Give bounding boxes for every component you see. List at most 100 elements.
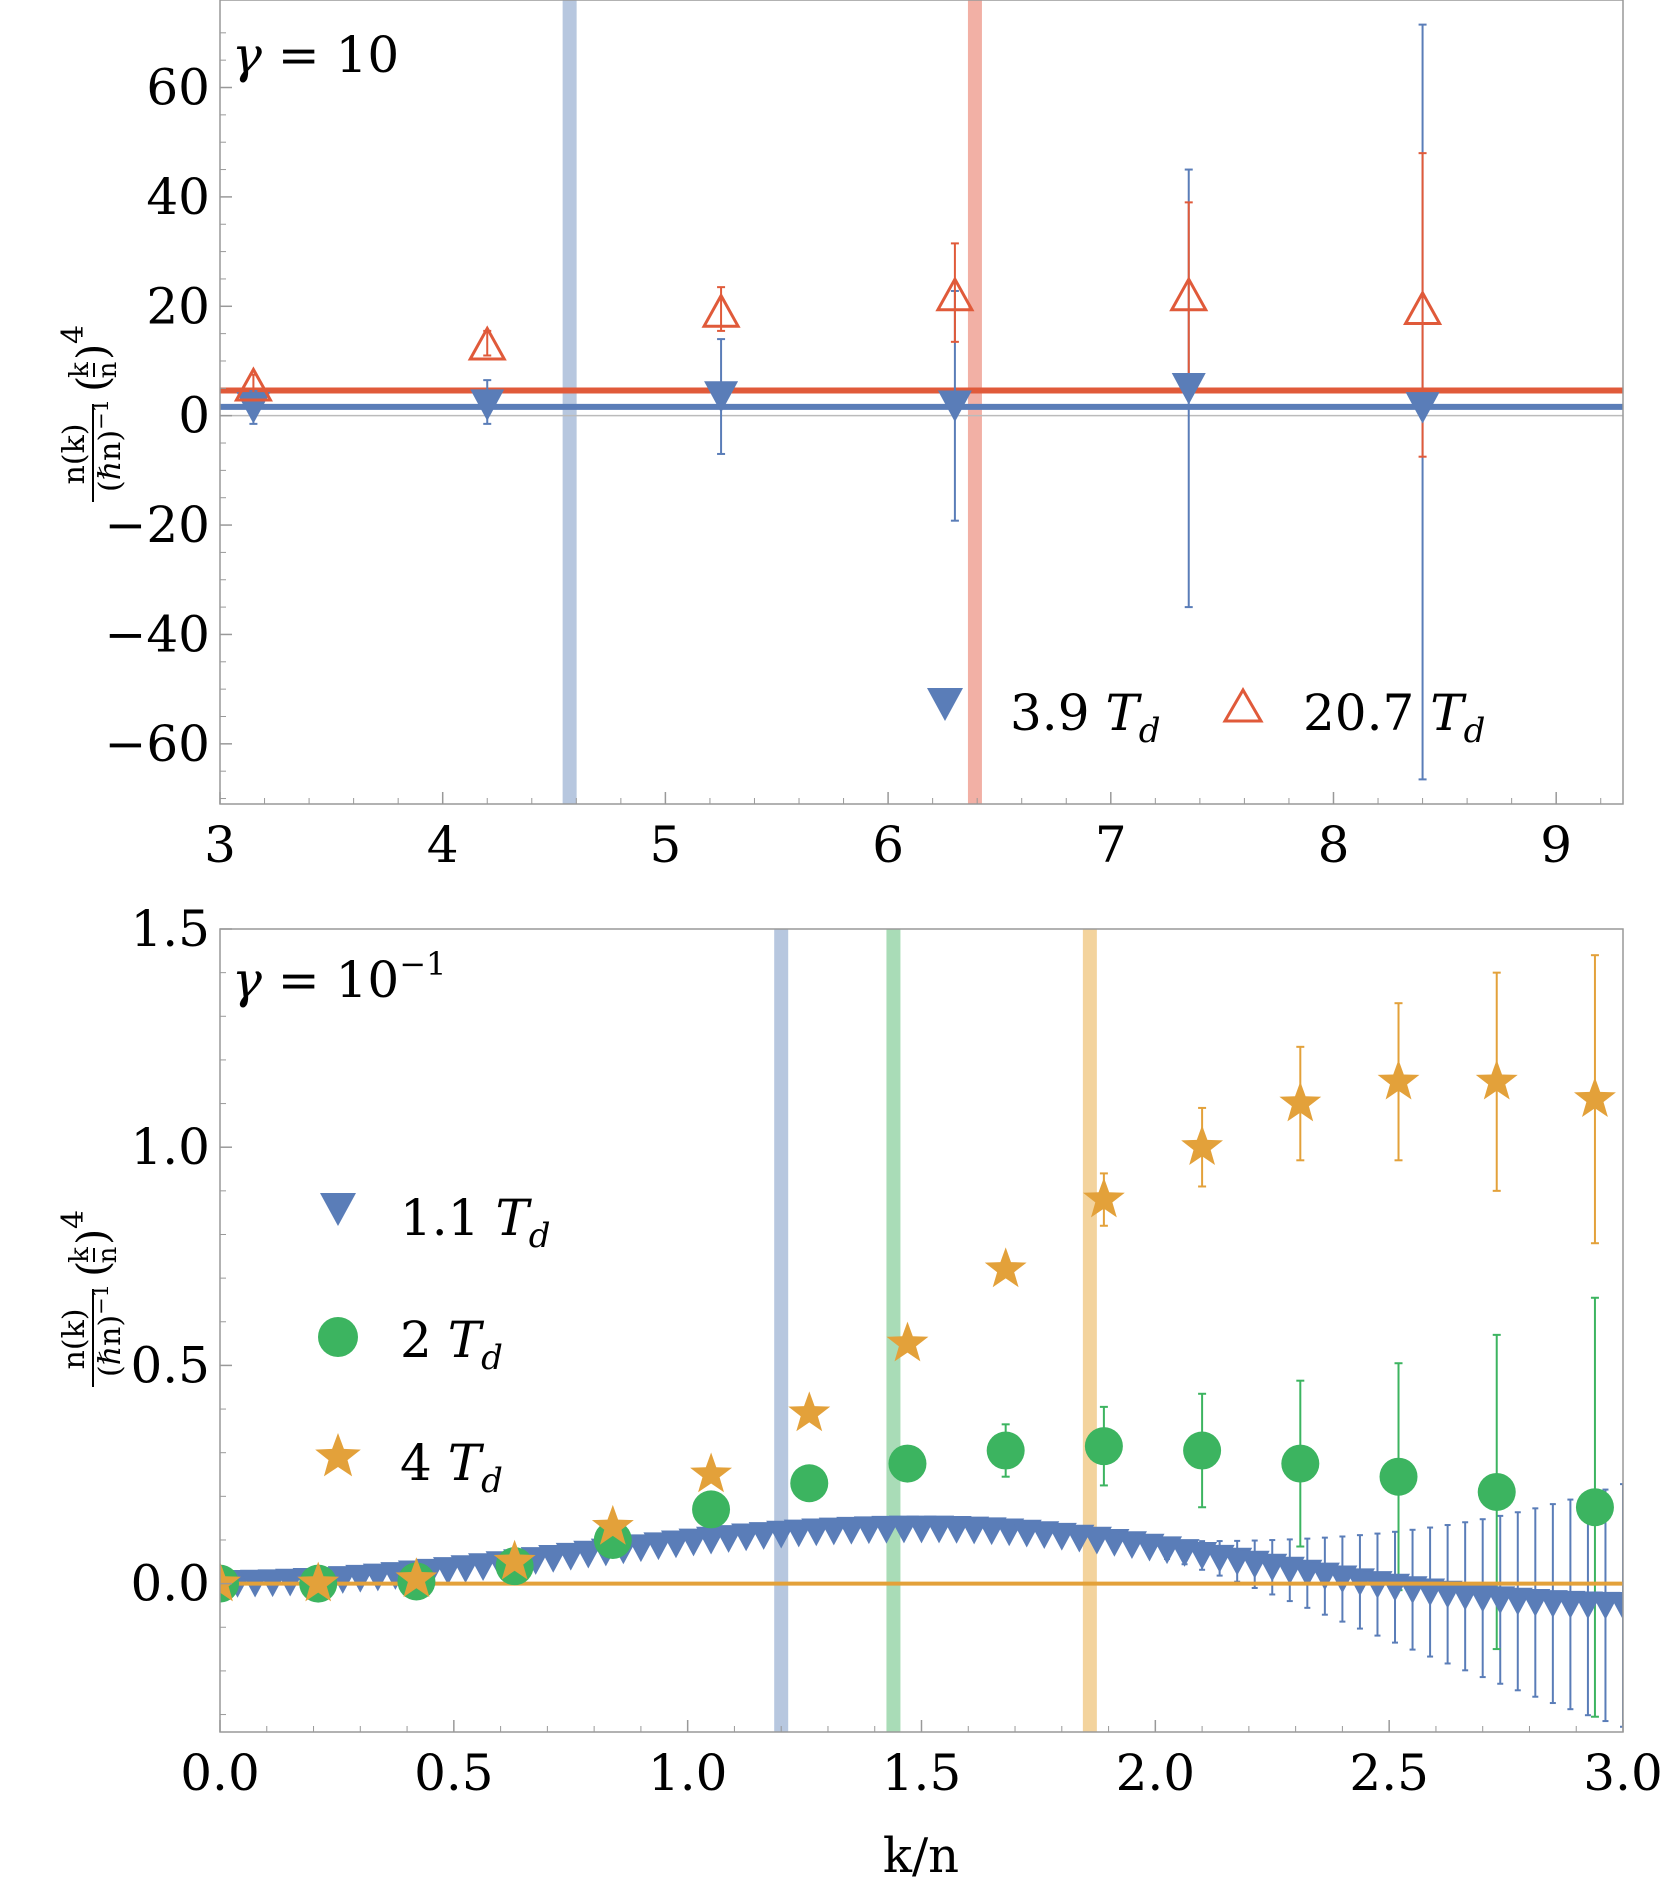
ylabel-denominator: (ℏn)−1 — [89, 399, 128, 492]
bottom-y-axis-label: n(k) (ℏn)−1 ( k n ) 4 — [56, 1210, 128, 1387]
marker-circle — [888, 1444, 927, 1483]
marker-triangle-down — [470, 389, 505, 421]
marker-star — [1377, 1059, 1420, 1100]
x-tick-label: 2.0 — [1116, 1744, 1196, 1802]
y-tick-label: 40 — [146, 168, 210, 226]
legend-marker-triangle-up-open — [1222, 687, 1264, 723]
bottom-markers — [220, 1059, 1616, 1603]
x-tick-label: 0.0 — [180, 1744, 260, 1802]
ylabel-paren-open: ( — [68, 1261, 117, 1277]
marker-star — [220, 1561, 241, 1602]
ylabel-power: 4 — [56, 325, 91, 344]
ylabel-numerator: n(k) — [57, 1309, 92, 1370]
legend-label-20-7-td: 20.7 Td — [1303, 684, 1485, 751]
legend-marker-triangle-down — [927, 688, 963, 721]
marker-circle — [593, 1520, 632, 1559]
x-tick-label: 1.0 — [648, 1744, 728, 1802]
bottom-gamma-annotation: γ = 10−1 — [232, 945, 446, 1009]
marker-circle — [1183, 1431, 1222, 1470]
marker-triangle-down — [1405, 392, 1440, 424]
marker-star — [395, 1557, 438, 1598]
y-tick-label: 60 — [146, 59, 210, 117]
marker-star — [1083, 1177, 1125, 1218]
top-y-axis: 60 40 20 0 −20 −40 −60 — [104, 32, 232, 800]
top-vertical-bands — [562, 0, 982, 804]
marker-circle — [692, 1490, 731, 1529]
marker-triangle-up-open — [701, 292, 741, 328]
marker-triangle-up-open — [1169, 276, 1209, 312]
ylabel-paren-close: ) — [68, 1229, 117, 1245]
ylabel-factor-num: k — [65, 1247, 95, 1263]
ylabel-power: 4 — [56, 1210, 91, 1229]
marker-circle — [1379, 1457, 1418, 1496]
marker-star — [1475, 1059, 1518, 1100]
marker-star — [690, 1452, 732, 1493]
marker-triangle-up-open — [233, 366, 273, 402]
panel-gamma-0-1: 0.0 0.5 1.0 1.5 2.0 2.5 3.0 1.5 1.0 0.5 0.0 γ = 1… — [56, 900, 1661, 1884]
top-plot-frame — [219, 0, 1624, 805]
legend-label-1-1-td: 1.1 Td — [400, 1189, 551, 1256]
y-tick-label: −20 — [104, 496, 210, 554]
x-tick-label: 8 — [1318, 816, 1350, 874]
marker-star — [591, 1504, 634, 1545]
legend-marker-triangle-down — [320, 1193, 356, 1226]
legend-label-3-9-td: 3.9 Td — [1010, 684, 1161, 751]
marker-star — [1181, 1125, 1223, 1165]
top-y-axis-label: n(k) (ℏn)−1 ( k n ) 4 — [56, 325, 128, 502]
top-x-axis: 3 4 5 6 7 8 9 — [204, 792, 1602, 874]
vertical-band-1 — [886, 929, 901, 1732]
marker-triangle-up-open — [1403, 289, 1443, 325]
x-tick-label: 6 — [872, 816, 904, 874]
error-bar-s1-3 — [950, 242, 959, 343]
marker-star — [1279, 1081, 1322, 1122]
legend-marker-circle — [318, 1317, 358, 1357]
ylabel-denominator: (ℏn)−1 — [89, 1284, 128, 1377]
x-tick-label: 1.5 — [882, 1744, 962, 1802]
x-tick-label: 2.5 — [1349, 1744, 1429, 1802]
x-tick-label: 3 — [204, 816, 236, 874]
y-tick-label: −40 — [104, 605, 210, 663]
x-tick-label: 5 — [649, 816, 681, 874]
marker-star — [788, 1391, 831, 1432]
y-tick-label: 0 — [178, 387, 210, 445]
marker-triangle-up-open — [467, 325, 507, 361]
marker-triangle-down — [1608, 1591, 1623, 1620]
ylabel-factor-den: n — [93, 1246, 123, 1263]
ylabel-numerator: n(k) — [57, 424, 92, 485]
marker-triangle-down — [1171, 373, 1206, 405]
marker-star — [297, 1561, 340, 1602]
y-tick-label: −60 — [104, 715, 210, 773]
marker-star — [886, 1321, 929, 1362]
marker-star — [1574, 1077, 1616, 1117]
marker-circle — [1281, 1444, 1320, 1483]
x-tick-label: 7 — [1095, 816, 1127, 874]
panel-gamma-10: 3 4 5 6 7 8 9 60 40 20 0 −20 −40 −60 γ = 10 3.9 Td 2… — [56, 0, 1624, 874]
marker-circle — [1575, 1488, 1614, 1527]
vertical-band-0 — [774, 929, 789, 1732]
ylabel-factor-den: n — [93, 361, 123, 378]
top-legend: 3.9 Td 20.7 Td — [927, 684, 1485, 751]
marker-triangle-up-open — [935, 276, 975, 312]
y-tick-label: 1.0 — [130, 1118, 210, 1176]
ylabel-paren-open: ( — [68, 376, 117, 392]
marker-circle — [986, 1431, 1025, 1470]
marker-circle — [1084, 1427, 1123, 1466]
x-tick-label: 4 — [427, 816, 459, 874]
marker-triangle-down — [704, 381, 739, 413]
legend-marker-star — [315, 1433, 361, 1477]
marker-triangle-down — [937, 390, 972, 422]
x-tick-label: 0.5 — [414, 1744, 494, 1802]
bottom-legend: 1.1 Td 2 Td 4 Td — [315, 1189, 551, 1501]
legend-label-2-td: 2 Td — [400, 1311, 503, 1378]
top-markers — [233, 276, 1443, 424]
y-tick-label: 1.5 — [130, 900, 210, 958]
vertical-band-2 — [1082, 929, 1097, 1732]
marker-circle — [790, 1464, 829, 1503]
y-tick-label: 0.5 — [130, 1336, 210, 1394]
vertical-band-1 — [967, 0, 982, 804]
top-gamma-annotation: γ = 10 — [232, 26, 399, 84]
error-bar-1-1-td — [1620, 1483, 1623, 1728]
marker-star — [493, 1539, 536, 1580]
y-tick-label: 20 — [146, 277, 210, 335]
